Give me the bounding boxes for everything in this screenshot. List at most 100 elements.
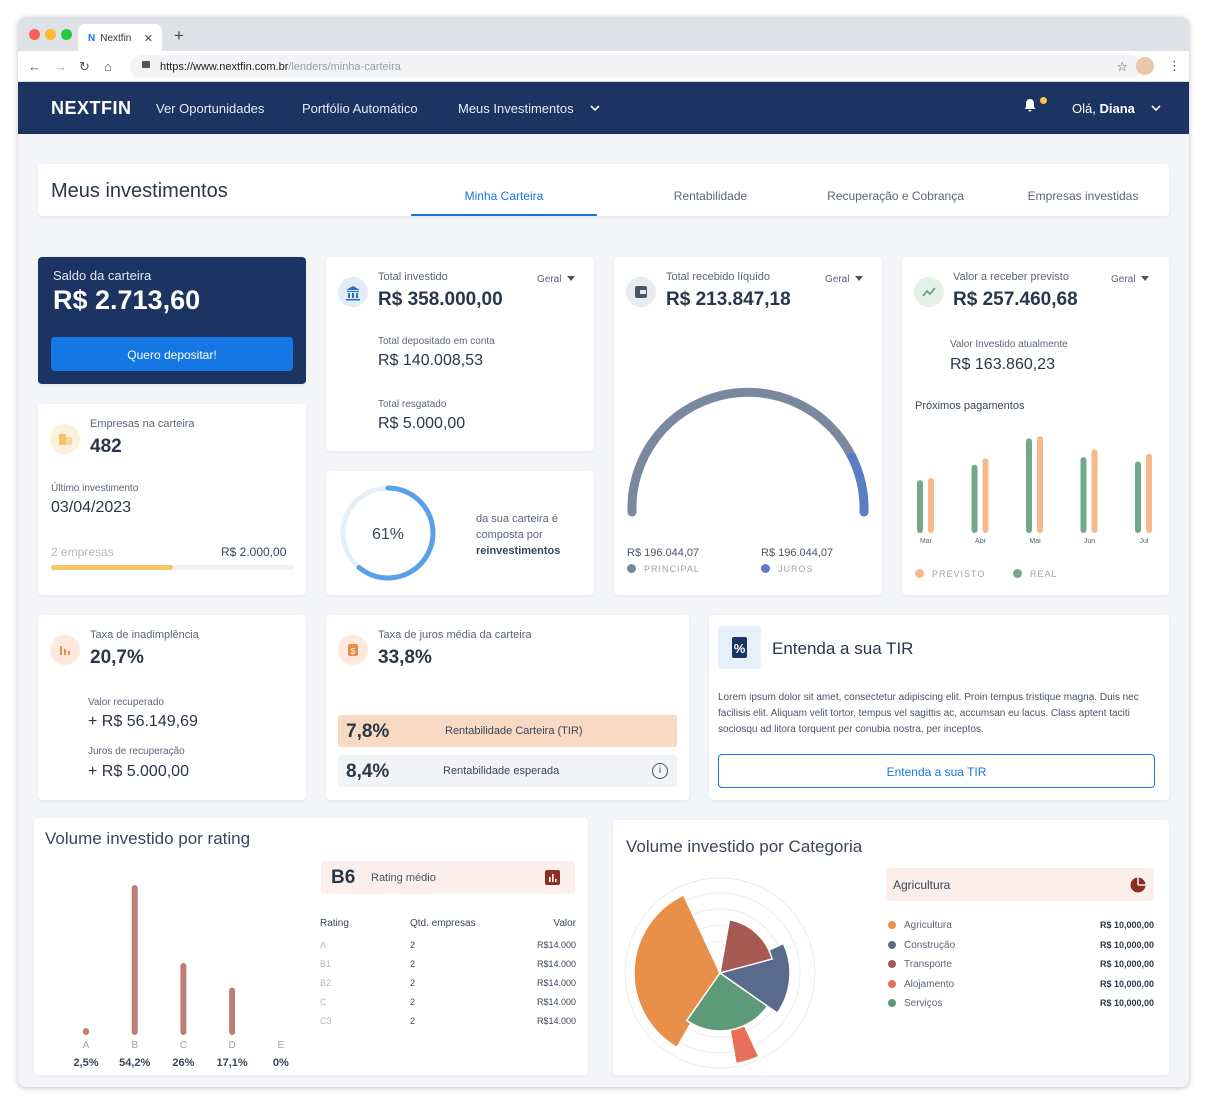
user-greeting[interactable]: Olá, Diana bbox=[1072, 101, 1135, 116]
polar-sector-transporte bbox=[719, 918, 774, 975]
categoria-select[interactable]: Agricultura bbox=[886, 868, 1154, 901]
new-tab-icon[interactable]: + bbox=[174, 26, 184, 45]
categoria-card: Volume investido por Categoria Agricultu… bbox=[613, 820, 1169, 1075]
qtd-cell: 2 bbox=[410, 997, 416, 1007]
rating-cell: B2 bbox=[320, 978, 332, 988]
bank-icon bbox=[338, 277, 368, 307]
juros-value: 33,8% bbox=[378, 647, 432, 668]
info-icon[interactable]: i bbox=[652, 763, 668, 779]
category-dot bbox=[888, 979, 896, 988]
rating-medio-badge: B6 Rating médio bbox=[321, 861, 575, 894]
browser-tab[interactable]: N Nextfin ✕ bbox=[78, 24, 162, 51]
bar-real-jul bbox=[1135, 461, 1141, 533]
page-title: Meus investimentos bbox=[51, 180, 228, 202]
empresas-card: Empresas na carteira 482 Último investim… bbox=[38, 404, 306, 595]
rating-pct-c: 26% bbox=[172, 1057, 194, 1069]
valor-receber-card: Valor a receber previsto Geral R$ 257.46… bbox=[902, 257, 1169, 595]
depositar-button[interactable]: Quero depositar! bbox=[51, 337, 293, 371]
ultimo-investimento-value: 03/04/2023 bbox=[51, 499, 132, 516]
trend-up-icon bbox=[914, 277, 944, 307]
empresas-amount: R$ 2.000,00 bbox=[221, 545, 287, 559]
reinvestimento-desc: da sua carteira é composta por bbox=[476, 513, 558, 541]
month-label-abr: Abr bbox=[975, 538, 987, 545]
previsto-dot bbox=[915, 569, 924, 578]
notification-dot bbox=[1040, 97, 1047, 104]
categoria-title: Volume investido por Categoria bbox=[626, 837, 863, 856]
app-header: NEXTFIN Ver Oportunidades Portfólio Auto… bbox=[18, 82, 1189, 134]
back-icon[interactable]: ← bbox=[28, 59, 41, 74]
chevron-down-icon[interactable] bbox=[590, 105, 600, 112]
recebido-filter[interactable]: Geral bbox=[825, 274, 863, 285]
rating-medio-label: Rating médio bbox=[371, 872, 436, 884]
tab-rentabilidade[interactable]: Rentabilidade bbox=[673, 189, 748, 203]
month-label-jun: Jun bbox=[1084, 538, 1095, 545]
polar-sector-serviços bbox=[685, 971, 769, 1032]
rating-bar-a bbox=[83, 1028, 89, 1035]
user-chevron-down-icon[interactable] bbox=[1151, 105, 1161, 112]
rating-cat-d: D bbox=[228, 1040, 235, 1051]
table-row: B1 2 R$14.000 bbox=[320, 956, 576, 975]
total-investido-card: Total investido Geral R$ 358.000,00 Tota… bbox=[326, 257, 594, 451]
reinvestimento-bold: reinvestimentos bbox=[476, 545, 561, 557]
reinvestimento-ring bbox=[340, 485, 436, 581]
close-tab-icon[interactable]: ✕ bbox=[143, 33, 153, 45]
minimize-window-icon[interactable] bbox=[45, 29, 56, 40]
nav-portfolio-automatico[interactable]: Portfólio Automático bbox=[302, 101, 418, 116]
rating-cat-b: B bbox=[131, 1040, 138, 1051]
reload-icon[interactable]: ↻ bbox=[79, 59, 90, 74]
bar-chart-icon bbox=[50, 635, 80, 665]
tab-title: Nextfin bbox=[100, 33, 132, 44]
col-qtd: Qtd. empresas bbox=[410, 918, 476, 929]
receber-filter[interactable]: Geral bbox=[1111, 274, 1149, 285]
table-row: C3 2 R$14.000 bbox=[320, 1013, 576, 1032]
profile-avatar[interactable] bbox=[1136, 57, 1154, 75]
tab-minha-carteira[interactable]: Minha Carteira bbox=[411, 164, 597, 216]
tab-recuperacao-cobranca[interactable]: Recuperação e Cobrança bbox=[827, 189, 964, 203]
home-icon[interactable]: ⌂ bbox=[104, 59, 112, 74]
rating-cell: B1 bbox=[320, 959, 332, 969]
maximize-window-icon[interactable] bbox=[61, 29, 72, 40]
valor-cell: R$14.000 bbox=[536, 997, 576, 1007]
reinvestimento-card: 61% da sua carteira é composta por reinve… bbox=[326, 471, 594, 595]
ultimo-investimento-label: Último investimento bbox=[51, 483, 139, 494]
table-row: B2 2 R$14.000 bbox=[320, 975, 576, 994]
bar-real-jun bbox=[1080, 457, 1087, 533]
bell-icon[interactable] bbox=[1023, 98, 1037, 112]
recuperado-value: + R$ 56.149,69 bbox=[88, 713, 198, 730]
browser-menu-icon[interactable]: ⋮ bbox=[1168, 58, 1181, 73]
category-value: R$ 10,000,00 bbox=[1099, 959, 1154, 970]
principal-dot bbox=[627, 564, 636, 573]
principal-legend: PRINCIPAL bbox=[627, 564, 700, 574]
recebido-value: R$ 213.847,18 bbox=[666, 289, 791, 310]
forward-icon[interactable]: → bbox=[54, 59, 67, 74]
recebido-label: Total recebido líquido bbox=[666, 271, 770, 283]
rating-bar-c bbox=[180, 963, 187, 1035]
nav-meus-investimentos[interactable]: Meus Investimentos bbox=[458, 101, 574, 116]
entenda-tir-button[interactable]: Entenda a sua TIR bbox=[718, 754, 1155, 788]
categoria-selected: Agricultura bbox=[893, 878, 951, 892]
logo[interactable]: NEXTFIN bbox=[51, 98, 132, 118]
building-icon bbox=[50, 424, 80, 454]
url-path: /lenders/minha-carteira bbox=[288, 61, 401, 73]
month-label-mar: Mar bbox=[920, 538, 933, 545]
rating-chart: A 2,5% B 54,2% C 26% D 17,1% E 0% bbox=[73, 885, 289, 1069]
juros-card: $ Taxa de juros média da carteira 33,8% … bbox=[326, 615, 689, 800]
close-window-icon[interactable] bbox=[29, 29, 40, 40]
col-valor: Valor bbox=[553, 918, 576, 929]
total-investido-value: R$ 358.000,00 bbox=[378, 289, 503, 310]
nav-ver-oportunidades[interactable]: Ver Oportunidades bbox=[156, 101, 265, 116]
chart-icon[interactable] bbox=[545, 870, 560, 885]
bar-previsto-jun bbox=[1091, 449, 1098, 533]
url-input[interactable]: https://www.nextfin.com.br/lenders/minha… bbox=[130, 55, 1142, 78]
reinvestimento-percent: 61% bbox=[371, 526, 405, 543]
table-row: A 2 R$14.000 bbox=[320, 937, 576, 956]
depositado-label: Total depositado em conta bbox=[378, 336, 495, 347]
total-investido-filter[interactable]: Geral bbox=[537, 274, 575, 285]
url-host: https://www.nextfin.com.br bbox=[160, 61, 289, 73]
juros-label: JUROS bbox=[778, 564, 814, 574]
tab-empresas-investidas[interactable]: Empresas investidas bbox=[1027, 189, 1139, 203]
bookmark-star-icon[interactable]: ☆ bbox=[1116, 59, 1128, 74]
receber-value: R$ 257.460,68 bbox=[953, 289, 1078, 310]
favicon-icon: N bbox=[88, 33, 96, 44]
percent-icon: % bbox=[718, 626, 761, 669]
